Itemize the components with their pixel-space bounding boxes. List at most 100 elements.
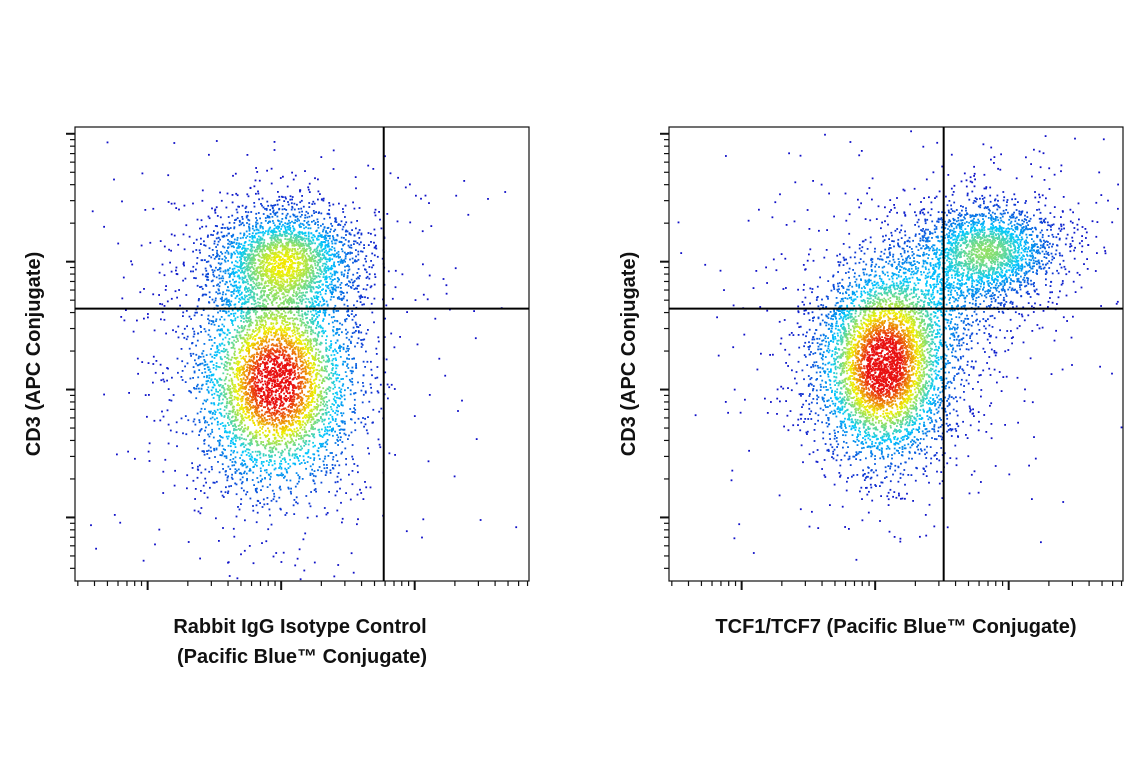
event-point [293, 229, 296, 231]
event-point [213, 323, 216, 326]
event-point [307, 449, 310, 451]
event-point [257, 395, 259, 398]
event-point [232, 443, 235, 445]
event-point [335, 286, 338, 289]
event-point [309, 330, 312, 333]
event-point [215, 368, 218, 371]
event-point [324, 426, 327, 429]
event-point [287, 291, 290, 294]
event-point [194, 359, 196, 362]
event-point [342, 211, 345, 213]
event-point [312, 426, 314, 428]
event-point [306, 372, 308, 375]
event-point [272, 220, 274, 222]
event-point [254, 262, 257, 264]
event-point [261, 342, 263, 345]
event-point [307, 188, 310, 191]
event-point [240, 379, 243, 381]
event-point [337, 564, 340, 566]
event-point [309, 349, 312, 351]
event-point [334, 239, 336, 242]
event-point [287, 486, 290, 489]
event-point [299, 449, 302, 451]
event-point [306, 245, 309, 247]
event-point [208, 296, 211, 298]
event-point [279, 288, 282, 291]
event-point [354, 392, 357, 394]
event-point [244, 287, 246, 290]
event-point [428, 274, 431, 277]
event-point [212, 436, 215, 439]
event-point [338, 202, 340, 205]
event-point [267, 303, 269, 305]
event-point [251, 308, 254, 311]
event-point [298, 477, 301, 480]
event-point [188, 347, 191, 350]
event-point [227, 475, 229, 478]
event-point [300, 292, 303, 294]
event-point [251, 451, 254, 453]
event-point [199, 356, 202, 358]
event-point [296, 420, 299, 422]
event-point [308, 300, 311, 303]
event-point [315, 378, 318, 380]
event-point [248, 268, 251, 271]
event-point [203, 240, 205, 243]
event-point [354, 240, 357, 243]
event-point [223, 350, 225, 353]
event-point [240, 433, 243, 436]
event-point [228, 343, 230, 346]
event-point [208, 410, 210, 413]
event-point [295, 244, 297, 247]
event-point [275, 293, 278, 296]
event-point [201, 189, 204, 192]
event-point [364, 296, 366, 299]
event-point [285, 419, 287, 422]
event-point [259, 467, 262, 470]
event-point [210, 389, 213, 392]
event-point [167, 388, 170, 390]
event-point [250, 241, 253, 243]
event-point [307, 233, 310, 235]
event-point [250, 303, 253, 305]
event-point [288, 302, 291, 304]
event-point [223, 344, 226, 347]
event-point [289, 479, 292, 482]
event-point [331, 464, 334, 466]
event-point [326, 360, 329, 363]
event-point [273, 285, 276, 287]
event-point [302, 232, 305, 235]
event-point [303, 569, 306, 572]
event-point [202, 309, 205, 311]
event-point [278, 195, 281, 198]
event-point [339, 397, 342, 400]
event-point [148, 394, 150, 396]
event-point [338, 334, 340, 336]
event-point [309, 239, 311, 242]
event-point [264, 268, 267, 270]
event-point [214, 297, 217, 300]
event-point [391, 297, 394, 300]
event-point [319, 193, 321, 195]
event-point [247, 298, 250, 301]
event-point [283, 397, 286, 399]
event-point [310, 388, 313, 390]
event-point [196, 262, 198, 265]
event-point [307, 367, 310, 369]
event-point [233, 246, 235, 249]
event-point [335, 270, 337, 273]
event-point [182, 261, 185, 264]
event-point [240, 243, 243, 246]
event-point [287, 238, 289, 241]
event-point [265, 376, 268, 379]
event-point [355, 249, 357, 251]
event-point [218, 268, 221, 271]
event-point [264, 469, 266, 472]
event-point [325, 440, 328, 443]
event-point [312, 254, 315, 257]
event-point [336, 364, 339, 367]
event-point [238, 472, 241, 475]
event-point [307, 341, 309, 344]
event-point [318, 360, 320, 362]
event-point [204, 361, 207, 363]
